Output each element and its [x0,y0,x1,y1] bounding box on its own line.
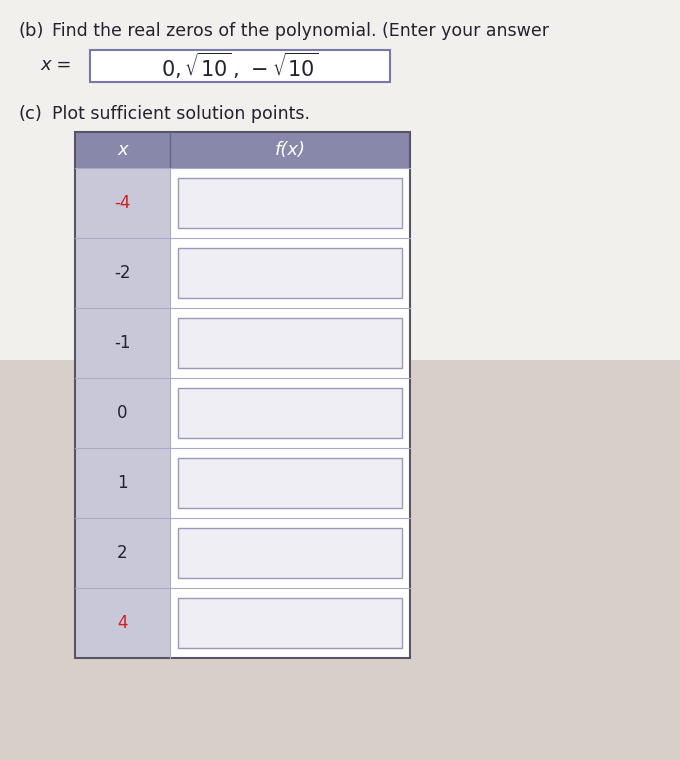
Bar [178,388,402,438]
Text: 2: 2 [117,544,128,562]
Bar [170,168,410,238]
Text: $0,\sqrt{10}\,,\,-\sqrt{10}$: $0,\sqrt{10}\,,\,-\sqrt{10}$ [161,51,319,81]
Bar [170,378,410,448]
Bar [75,132,410,658]
Bar [90,50,390,82]
Text: -2: -2 [114,264,131,282]
Bar [75,132,410,168]
Bar [75,132,410,658]
Bar [178,598,402,648]
Text: 1: 1 [117,474,128,492]
Bar [170,308,410,378]
Bar [75,308,170,378]
Bar [178,178,402,228]
Text: x: x [117,141,128,159]
Text: -1: -1 [114,334,131,352]
Text: Plot sufficient solution points.: Plot sufficient solution points. [52,105,310,123]
Bar [75,378,170,448]
Bar [170,238,410,308]
Text: 4: 4 [117,614,128,632]
Text: -4: -4 [114,194,131,212]
Bar [178,458,402,508]
Text: f(x): f(x) [275,141,305,159]
Bar [170,588,410,658]
Bar [178,528,402,578]
Text: (c): (c) [18,105,42,123]
Bar [0,0,680,360]
Bar [75,518,170,588]
Bar [170,518,410,588]
Bar [178,248,402,298]
Bar [75,238,170,308]
Bar [75,168,170,238]
Bar [178,318,402,368]
Text: 0: 0 [117,404,128,422]
Bar [75,588,170,658]
Text: Find the real zeros of the polynomial. (Enter your answer: Find the real zeros of the polynomial. (… [52,22,549,40]
Bar [75,448,170,518]
Bar [170,448,410,518]
Text: (b): (b) [18,22,44,40]
Text: x =: x = [40,56,71,74]
